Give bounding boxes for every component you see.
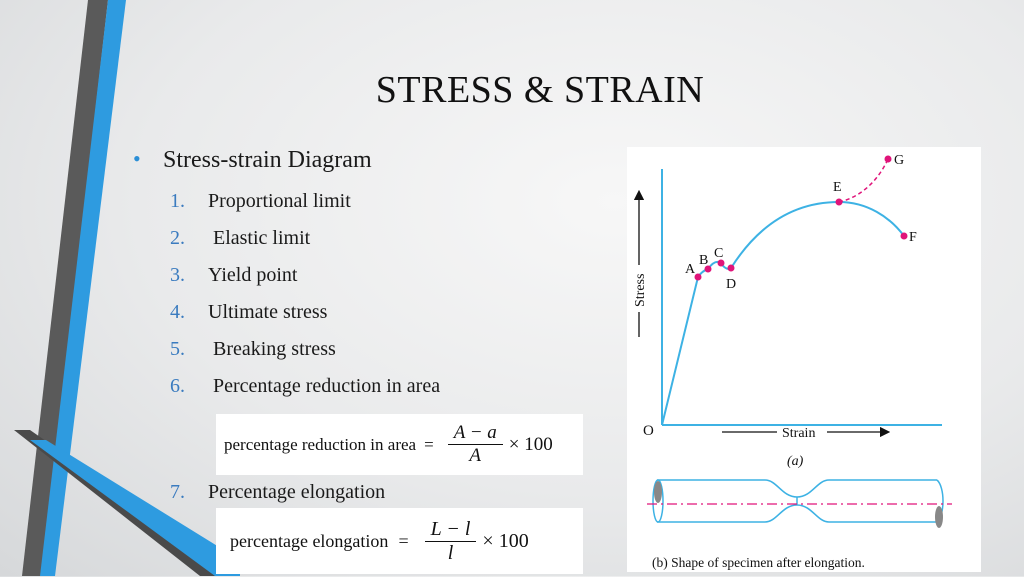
- formula-numerator: A − a: [447, 422, 503, 445]
- origin-label: O: [643, 423, 654, 439]
- point-f: [900, 232, 908, 240]
- y-axis-label: Stress: [633, 274, 648, 307]
- label-b: B: [699, 253, 708, 268]
- list-item: 3. Yield point: [170, 264, 298, 286]
- label-f: F: [909, 230, 917, 245]
- formula-lhs: percentage reduction in area: [224, 434, 417, 454]
- stress-strain-diagram: O Stress Strain (a) A B C D E F G: [627, 147, 981, 572]
- decorative-stripes: [14, 0, 240, 576]
- point-d: [727, 264, 735, 272]
- list-item: 6. Percentage reduction in area: [170, 375, 441, 397]
- label-e: E: [833, 180, 842, 195]
- formula-multiplier: × 100: [508, 433, 553, 455]
- formula-numerator: L − l: [424, 518, 477, 542]
- stress-strain-curve: [661, 200, 905, 426]
- label-a: A: [685, 262, 696, 277]
- list-item: 7. Percentage elongation: [170, 481, 386, 503]
- formula-reduction-area: percentage reduction in area = A − a A ×…: [216, 414, 583, 475]
- formula-denominator: l: [447, 541, 454, 564]
- bullet-icon: •: [133, 146, 141, 171]
- list-item: 2. Elastic limit: [170, 227, 311, 249]
- bullet-heading: Stress-strain Diagram: [163, 147, 372, 173]
- formula-lhs: percentage elongation: [230, 530, 389, 551]
- point-b: [704, 265, 712, 273]
- point-c: [717, 259, 725, 267]
- formula-equals: =: [398, 530, 409, 551]
- point-g: [884, 155, 892, 163]
- point-e: [835, 198, 843, 206]
- label-c: C: [714, 246, 723, 261]
- list-item: 1. Proportional limit: [170, 190, 351, 212]
- formula-elongation: percentage elongation = L − l l × 100: [216, 508, 583, 574]
- specimen-hatch-right: [935, 506, 943, 528]
- specimen-hatch-left: [654, 481, 662, 503]
- formula-equals: =: [424, 434, 434, 454]
- list-item: 5. Breaking stress: [170, 338, 336, 360]
- formula-multiplier: × 100: [482, 529, 529, 552]
- label-g: G: [894, 153, 904, 168]
- label-d: D: [726, 277, 736, 292]
- x-axis-label: Strain: [782, 426, 815, 441]
- formula-denominator: A: [469, 445, 482, 466]
- formula-fraction: L − l l: [424, 518, 477, 565]
- formula-fraction: A − a A: [447, 422, 503, 467]
- caption-b: (b) Shape of specimen after elongation.: [652, 555, 865, 570]
- point-a: [694, 273, 702, 281]
- slide-title: STRESS & STRAIN: [375, 69, 705, 111]
- caption-a: (a): [787, 454, 804, 469]
- list-item: 4. Ultimate stress: [170, 301, 328, 323]
- dashed-curve: [838, 158, 889, 203]
- specimen-end-left: [652, 479, 664, 523]
